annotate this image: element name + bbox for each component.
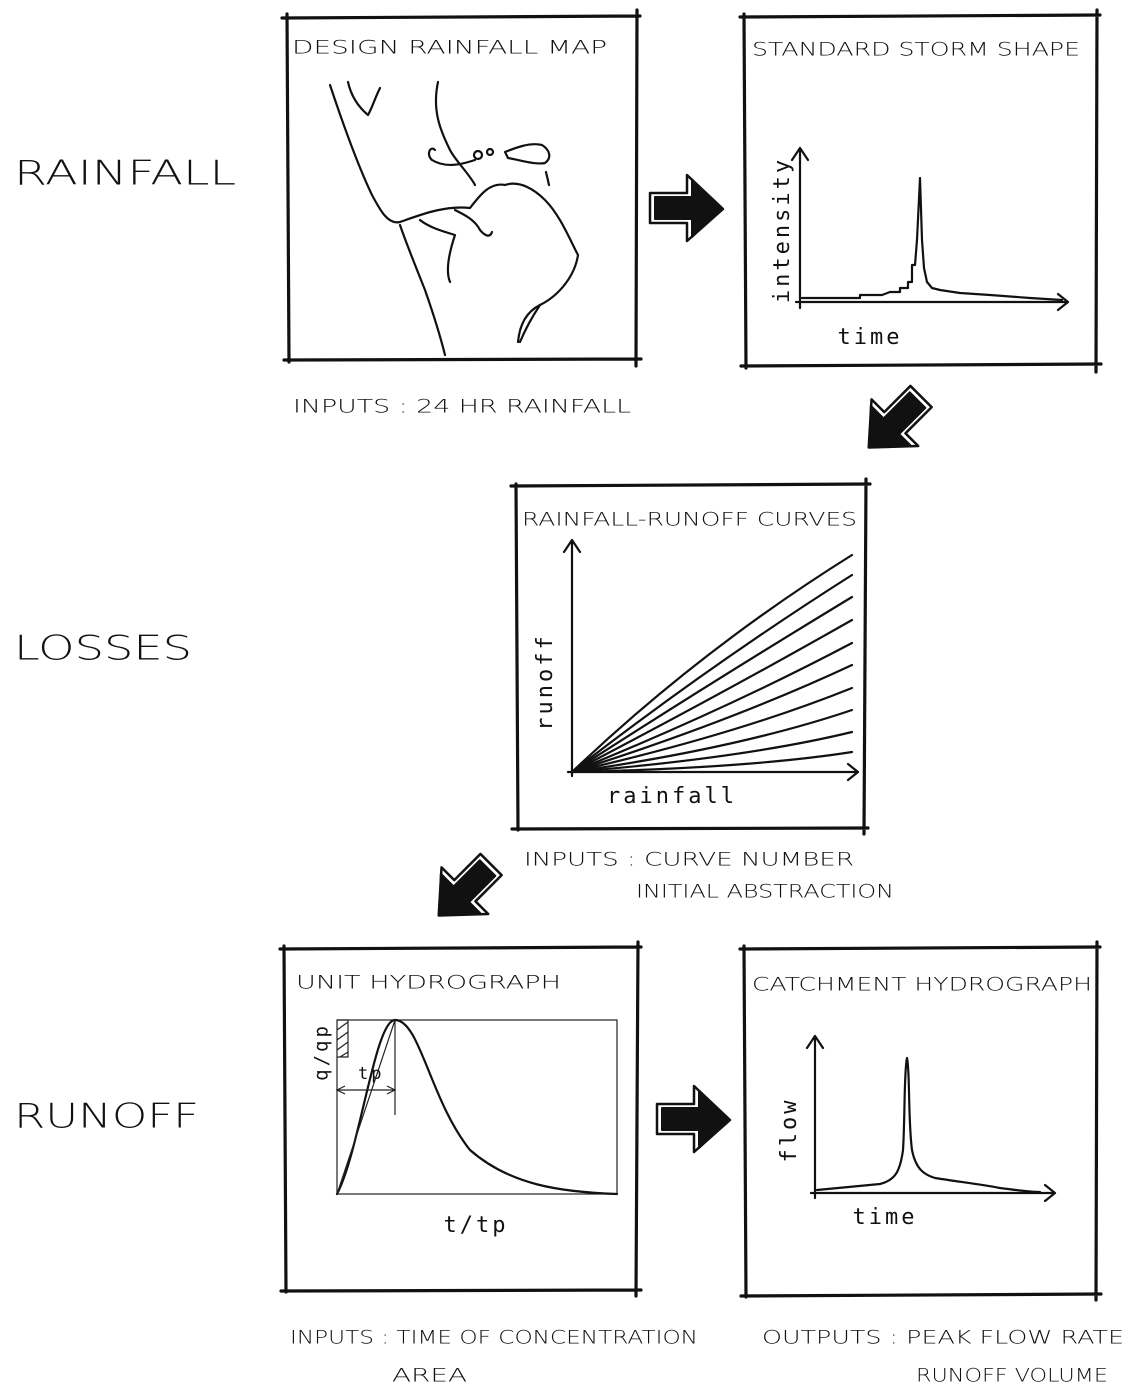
flow-arrow [655, 1084, 732, 1154]
panel: CATCHMENT HYDROGRAPH flow time [738, 940, 1103, 1302]
panel-frame [280, 8, 643, 368]
axes [562, 538, 860, 782]
note: INPUTS : TIME OF CONCENTRATION [290, 1327, 698, 1349]
y-axis-label: intensity [770, 157, 795, 303]
y-axis-label: runoff [533, 633, 558, 730]
note: INPUTS : 24 HR RAINFALL [293, 396, 631, 418]
flow-arrow [867, 384, 933, 449]
x-axis-label: time [838, 325, 903, 350]
y-axis-label: flow [777, 1098, 802, 1163]
panel-title: UNIT HYDROGRAPH [296, 972, 561, 994]
x-axis-label: t/tp [444, 1213, 509, 1238]
map-sketch [328, 80, 580, 357]
x-axis-label: time [853, 1205, 918, 1230]
note: RUNOFF VOLUME [916, 1365, 1108, 1387]
hydrograph-curve [335, 1018, 619, 1196]
plot-frame [336, 1019, 618, 1195]
note: INITIAL ABSTRACTION [636, 881, 894, 903]
panel-frame [738, 8, 1103, 374]
panel-title: CATCHMENT HYDROGRAPH [752, 974, 1092, 996]
section-label: LOSSES [14, 629, 192, 669]
tp-marker [335, 1019, 397, 1195]
panel-title: RAINFALL-RUNOFF CURVES [522, 509, 857, 531]
hatch [336, 1019, 349, 1058]
section-label: RUNOFF [14, 1097, 199, 1137]
panel-frame [278, 940, 643, 1298]
curve-family [570, 553, 854, 774]
note: AREA [392, 1365, 467, 1387]
note: OUTPUTS : PEAK FLOW RATE [762, 1327, 1124, 1349]
panel: RAINFALL-RUNOFF CURVES runoff rainfall [509, 477, 872, 836]
panel-title: DESIGN RAINFALL MAP [292, 37, 607, 59]
panel-frame [509, 477, 872, 836]
panel: UNIT HYDROGRAPH q/qp tp t/tp [278, 940, 643, 1298]
hydrograph-curve [815, 1056, 1042, 1194]
axes [790, 146, 1070, 312]
flow-arrow [437, 852, 503, 917]
marker-label: tp [358, 1064, 384, 1084]
panel: DESIGN RAINFALL MAP [280, 8, 643, 368]
hyetograph [800, 176, 1064, 302]
x-axis-label: rainfall [607, 784, 737, 809]
section-label: RAINFALL [14, 154, 236, 194]
y-axis-label: q/qp [311, 1023, 333, 1081]
panel-title: STANDARD STORM SHAPE [752, 39, 1080, 61]
flow-arrow [648, 173, 725, 243]
axes [805, 1034, 1057, 1203]
panel: STANDARD STORM SHAPE intensity time [738, 8, 1103, 374]
panel-frame [738, 940, 1103, 1302]
note: INPUTS : CURVE NUMBER [524, 849, 854, 871]
